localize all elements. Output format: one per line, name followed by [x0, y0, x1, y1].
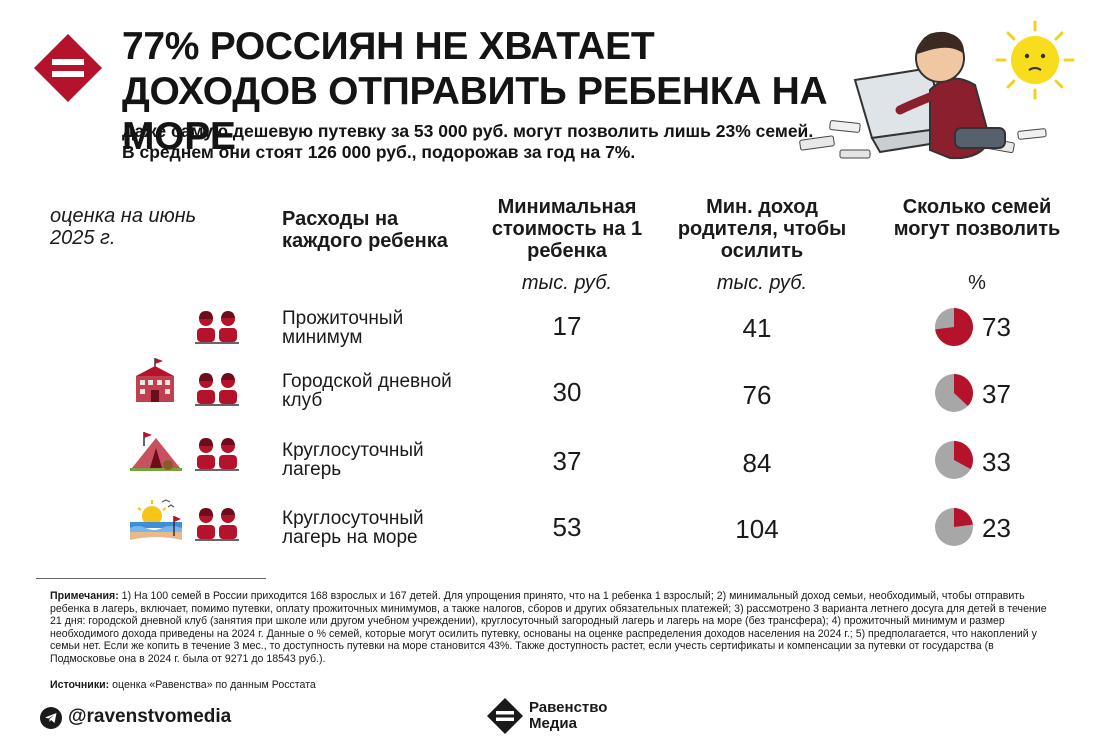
- share-pie: [935, 441, 973, 479]
- telegram-icon: [40, 707, 62, 729]
- share-value: 23: [982, 513, 1011, 543]
- share-pie: [935, 508, 973, 546]
- row-label: Прожиточный минимум: [282, 308, 404, 348]
- min-income-value: 104: [735, 514, 779, 544]
- page-title: 77% россиян не хватает доходов отправить…: [122, 25, 828, 158]
- share-value: 37: [982, 379, 1011, 409]
- family-icon: [195, 438, 239, 471]
- share-pie: [935, 308, 974, 346]
- family-icon: [195, 508, 239, 541]
- notes-label: Примечания:: [50, 590, 119, 602]
- min-cost-value: 53: [552, 512, 582, 542]
- telegram-handle-link[interactable]: @ravenstvomedia: [68, 706, 232, 727]
- min-income-value: 76: [742, 380, 772, 410]
- pie-slice: [954, 374, 974, 407]
- share-value: 73: [982, 312, 1011, 342]
- share-pie: [935, 374, 974, 412]
- notes-text: 1) На 100 семей в России приходится 168 …: [50, 590, 1047, 665]
- page-subtitle: Даже самую дешевую путевку за 53 000 руб…: [122, 121, 814, 162]
- sources: Источники: оценка «Равенства» по данным …: [50, 679, 650, 691]
- column-unit-share: %: [968, 272, 986, 294]
- estimate-date-label: оценка на июнь 2025 г.: [50, 205, 197, 249]
- pie-slice: [954, 441, 973, 470]
- min-cost-value: 37: [552, 446, 582, 476]
- min-income-value: 41: [742, 313, 772, 343]
- row-label: Городской дневной клуб: [282, 371, 452, 411]
- brand-name: Равенство Медиа: [529, 700, 607, 732]
- brand-line-1: Равенство: [529, 699, 608, 716]
- min-cost-value: 30: [552, 377, 582, 407]
- column-unit-min-cost: тыс. руб.: [521, 272, 613, 294]
- column-header-min-income: Мин. доход родителя, чтобы осилить: [677, 196, 847, 262]
- column-unit-min-income: тыс. руб.: [716, 272, 808, 294]
- tent-icon: [130, 432, 182, 471]
- school-icon: [136, 358, 174, 402]
- family-icon: [195, 373, 239, 406]
- row-label: Круглосуточный лагерь: [282, 440, 424, 480]
- family-icon: [195, 311, 239, 344]
- min-cost-value: 17: [552, 311, 582, 341]
- min-income-value: 84: [742, 448, 772, 478]
- share-value: 33: [982, 447, 1011, 477]
- sources-text: оценка «Равенства» по данным Росстата: [109, 679, 316, 691]
- pie-slice: [935, 308, 974, 346]
- ravenstvo-logo-icon: [34, 34, 102, 102]
- column-header-min-cost: Минимальная стоимость на 1 ребенка: [491, 196, 643, 262]
- ravenstvo-media-logo-icon: [487, 698, 523, 734]
- child-laptop-illustration: [799, 20, 1075, 160]
- notes-divider: [36, 578, 266, 579]
- brand-line-2: Медиа: [529, 715, 577, 732]
- pie-slice: [954, 508, 973, 527]
- column-header-share: Сколько семей могут позволить: [893, 196, 1061, 240]
- row-label: Круглосуточный лагерь на море: [282, 508, 424, 548]
- column-header-expenses: Расходы на каждого ребенка: [282, 208, 448, 252]
- footnotes: Примечания: 1) На 100 семей в России при…: [50, 590, 1060, 666]
- beach-icon: [130, 499, 182, 540]
- sources-label: Источники:: [50, 679, 110, 691]
